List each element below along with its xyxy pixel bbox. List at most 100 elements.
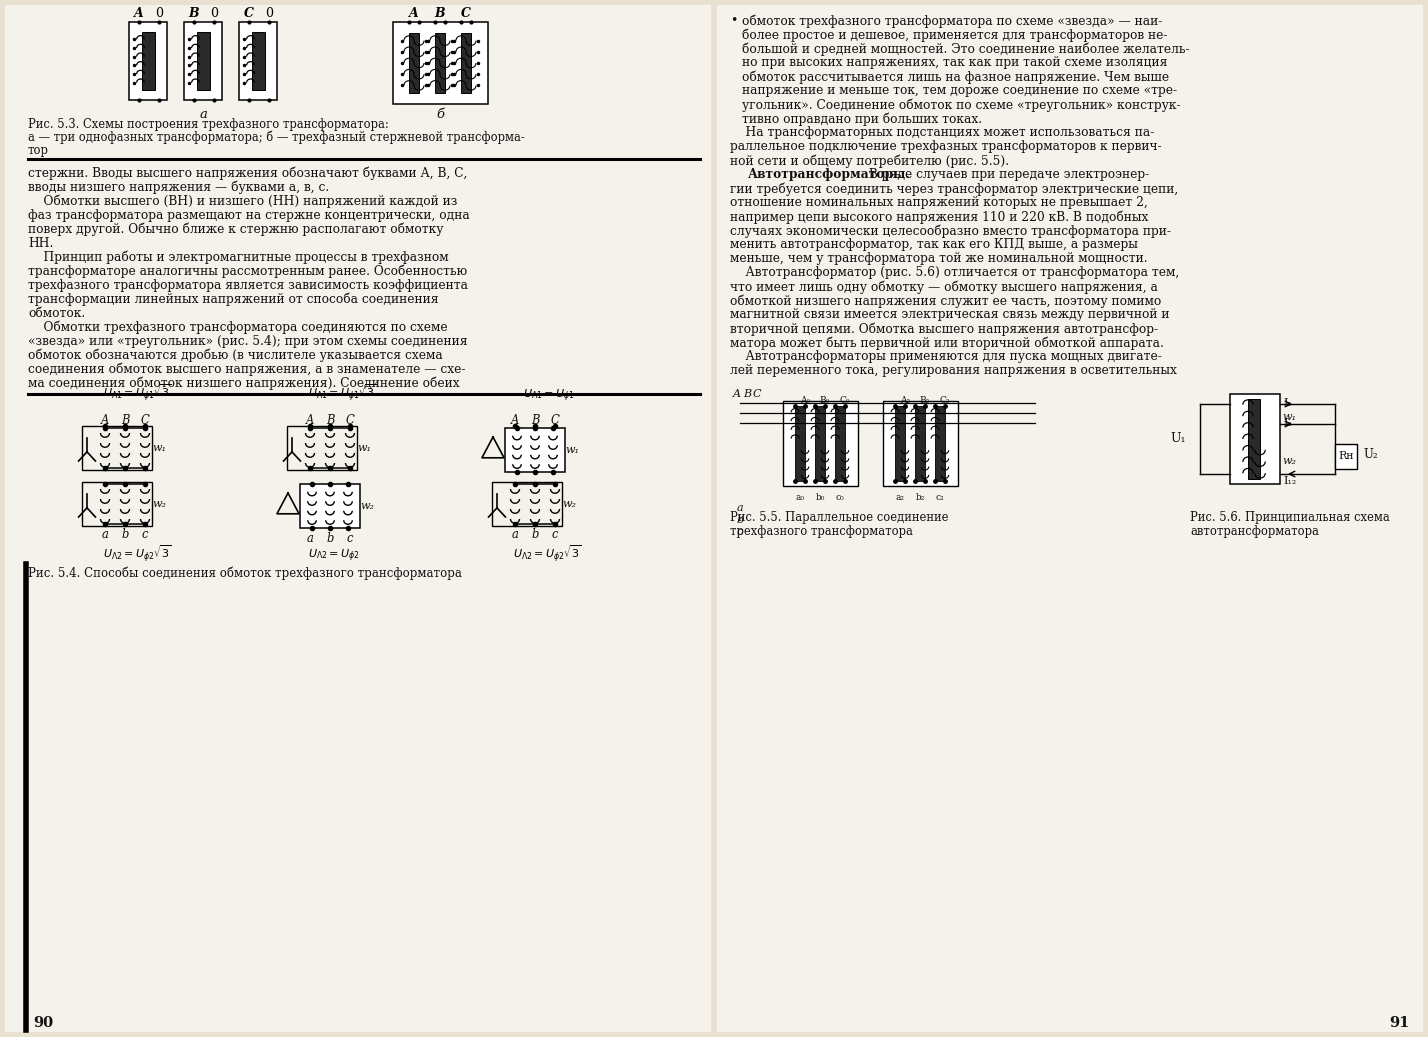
Text: Автотрансформатор (рис. 5.6) отличается от трансформатора тем,: Автотрансформатор (рис. 5.6) отличается … xyxy=(730,267,1180,279)
Bar xyxy=(883,401,958,486)
Bar xyxy=(717,5,1422,1032)
Text: b₀: b₀ xyxy=(815,493,825,502)
Bar xyxy=(184,22,221,100)
Text: обмоток рассчитывается лишь на фазное напряжение. Чем выше: обмоток рассчитывается лишь на фазное на… xyxy=(743,71,1170,84)
Text: w₂: w₂ xyxy=(151,499,166,509)
Text: фаз трансформатора размещают на стержне концентрически, одна: фаз трансформатора размещают на стержне … xyxy=(29,209,470,222)
Text: 0: 0 xyxy=(210,7,218,20)
Text: a₂: a₂ xyxy=(895,493,904,502)
Text: 91: 91 xyxy=(1389,1016,1409,1030)
Text: A: A xyxy=(134,7,144,20)
Text: U₁: U₁ xyxy=(1171,432,1185,446)
Text: C: C xyxy=(461,7,471,20)
Bar xyxy=(238,22,277,100)
Text: автотрансформатора: автотрансформатора xyxy=(1190,525,1319,538)
Text: B: B xyxy=(188,7,200,20)
Bar xyxy=(408,33,418,93)
Text: обмоткой низшего напряжения служит ее часть, поэтому помимо: обмоткой низшего напряжения служит ее ча… xyxy=(730,295,1161,308)
Text: b: b xyxy=(121,528,129,541)
Text: C₂: C₂ xyxy=(940,396,950,405)
Text: тор: тор xyxy=(29,144,49,157)
Text: Рис. 5.4. Способы соединения обмоток трехфазного трансформатора: Рис. 5.4. Способы соединения обмоток тре… xyxy=(29,566,461,580)
Text: A: A xyxy=(306,414,314,427)
Text: стержни. Вводы высшего напряжения обозначают буквами А, В, С,: стержни. Вводы высшего напряжения обозна… xyxy=(29,167,467,180)
Text: A₀: A₀ xyxy=(800,396,810,405)
Text: B: B xyxy=(743,389,751,399)
Text: поверх другой. Обычно ближе к стержню располагают обмотку: поверх другой. Обычно ближе к стержню ра… xyxy=(29,223,444,236)
Text: трехфазного трансформатора является зависимость коэффициента: трехфазного трансформатора является зави… xyxy=(29,279,468,292)
Text: $U_{\Lambda2}=U_{\phi2}$: $U_{\Lambda2}=U_{\phi2}$ xyxy=(308,548,360,564)
Text: Обмотки высшего (ВН) и низшего (НН) напряжений каждой из: Обмотки высшего (ВН) и низшего (НН) напр… xyxy=(29,195,457,208)
Text: На трансформаторных подстанциях может использоваться па-: На трансформаторных подстанциях может ис… xyxy=(730,127,1154,139)
Bar xyxy=(287,426,357,470)
Text: Рис. 5.5. Параллельное соединение: Рис. 5.5. Параллельное соединение xyxy=(730,511,948,524)
Text: C: C xyxy=(140,414,150,427)
Text: A: A xyxy=(511,414,520,427)
Bar xyxy=(461,33,471,93)
Bar xyxy=(129,22,167,100)
Text: ной сети и общему потребителю (рис. 5.5).: ной сети и общему потребителю (рис. 5.5)… xyxy=(730,155,1010,168)
Text: B₀: B₀ xyxy=(820,396,830,405)
Text: а: а xyxy=(198,108,207,121)
Text: «звезда» или «треугольник» (рис. 5.4); при этом схемы соединения: «звезда» или «треугольник» (рис. 5.4); п… xyxy=(29,335,467,348)
Bar xyxy=(1335,444,1357,469)
Text: a: a xyxy=(307,532,313,545)
Text: но при высоких напряжениях, так как при такой схеме изоляция: но при высоких напряжениях, так как при … xyxy=(743,56,1168,69)
Text: U₂: U₂ xyxy=(1362,448,1378,460)
Text: например цепи высокого напряжения 110 и 220 кВ. В подобных: например цепи высокого напряжения 110 и … xyxy=(730,211,1148,224)
Text: $U_{\Lambda2}=U_{\phi2}\sqrt{3}$: $U_{\Lambda2}=U_{\phi2}\sqrt{3}$ xyxy=(103,544,171,565)
Bar xyxy=(393,22,487,104)
Bar xyxy=(81,426,151,470)
Text: меньше, чем у трансформатора той же номинальной мощности.: меньше, чем у трансформатора той же номи… xyxy=(730,252,1148,265)
Bar xyxy=(835,407,845,481)
Text: более простое и дешевое, применяется для трансформаторов не-: более простое и дешевое, применяется для… xyxy=(743,28,1168,41)
Text: I₁: I₁ xyxy=(1282,398,1292,408)
Text: c: c xyxy=(737,527,743,537)
Bar xyxy=(197,32,210,90)
Text: б: б xyxy=(436,108,444,121)
Text: Рис. 5.3. Схемы построения трехфазного трансформатора:: Рис. 5.3. Схемы построения трехфазного т… xyxy=(29,118,388,131)
Text: •: • xyxy=(730,15,737,27)
Bar xyxy=(915,407,925,481)
Text: обмоток трехфазного трансформатора по схеме «звезда» — наи-: обмоток трехфазного трансформатора по сх… xyxy=(743,15,1162,28)
Text: матора может быть первичной или вторичной обмоткой аппарата.: матора может быть первичной или вторично… xyxy=(730,336,1164,349)
Text: a: a xyxy=(511,528,518,541)
Text: w₂: w₂ xyxy=(360,501,374,511)
Text: b: b xyxy=(327,532,334,545)
Text: b: b xyxy=(531,528,538,541)
Bar xyxy=(141,32,154,90)
Bar xyxy=(251,32,264,90)
Text: c₂: c₂ xyxy=(935,493,944,502)
Text: Принцип работы и электромагнитные процессы в трехфазном: Принцип работы и электромагнитные процес… xyxy=(29,251,448,264)
Text: b: b xyxy=(737,515,744,525)
Text: w₁: w₁ xyxy=(1282,412,1297,422)
Bar xyxy=(935,407,945,481)
Text: 90: 90 xyxy=(33,1016,53,1030)
Text: трансформаторе аналогичны рассмотренным ранее. Особенностью: трансформаторе аналогичны рассмотренным … xyxy=(29,265,467,279)
Text: A: A xyxy=(101,414,109,427)
Text: c: c xyxy=(141,528,149,541)
Text: C: C xyxy=(244,7,254,20)
Text: B: B xyxy=(531,414,540,427)
Text: напряжение и меньше ток, тем дороже соединение по схеме «тре-: напряжение и меньше ток, тем дороже соед… xyxy=(743,84,1177,97)
Text: C: C xyxy=(753,389,761,399)
Text: $U_{\Lambda1}=U_{\phi1}\sqrt{3}$: $U_{\Lambda1}=U_{\phi1}\sqrt{3}$ xyxy=(308,383,377,404)
Text: a: a xyxy=(737,503,744,513)
Text: I₂: I₂ xyxy=(1282,418,1292,428)
Text: c: c xyxy=(347,532,353,545)
Text: гии требуется соединить через трансформатор электрические цепи,: гии требуется соединить через трансформа… xyxy=(730,183,1178,196)
Text: менить автотрансформатор, так как его КПД выше, а размеры: менить автотрансформатор, так как его КП… xyxy=(730,239,1138,251)
Text: соединения обмоток высшего напряжения, а в знаменателе — схе-: соединения обмоток высшего напряжения, а… xyxy=(29,363,466,376)
Bar xyxy=(300,484,360,528)
Text: Рис. 5.6. Принципиальная схема: Рис. 5.6. Принципиальная схема xyxy=(1190,511,1389,524)
Text: большой и средней мощностей. Это соединение наиболее желатель-: большой и средней мощностей. Это соедине… xyxy=(743,43,1190,56)
Text: трехфазного трансформатора: трехфазного трансформатора xyxy=(730,525,912,538)
Text: Автотрансформаторы.: Автотрансформаторы. xyxy=(748,168,911,181)
Bar xyxy=(81,482,151,526)
Text: B: B xyxy=(326,414,334,427)
Text: w₁: w₁ xyxy=(357,443,371,453)
Text: НН.: НН. xyxy=(29,237,53,250)
Text: A: A xyxy=(733,389,741,399)
Text: w₁: w₁ xyxy=(151,443,166,453)
Bar xyxy=(783,401,857,486)
